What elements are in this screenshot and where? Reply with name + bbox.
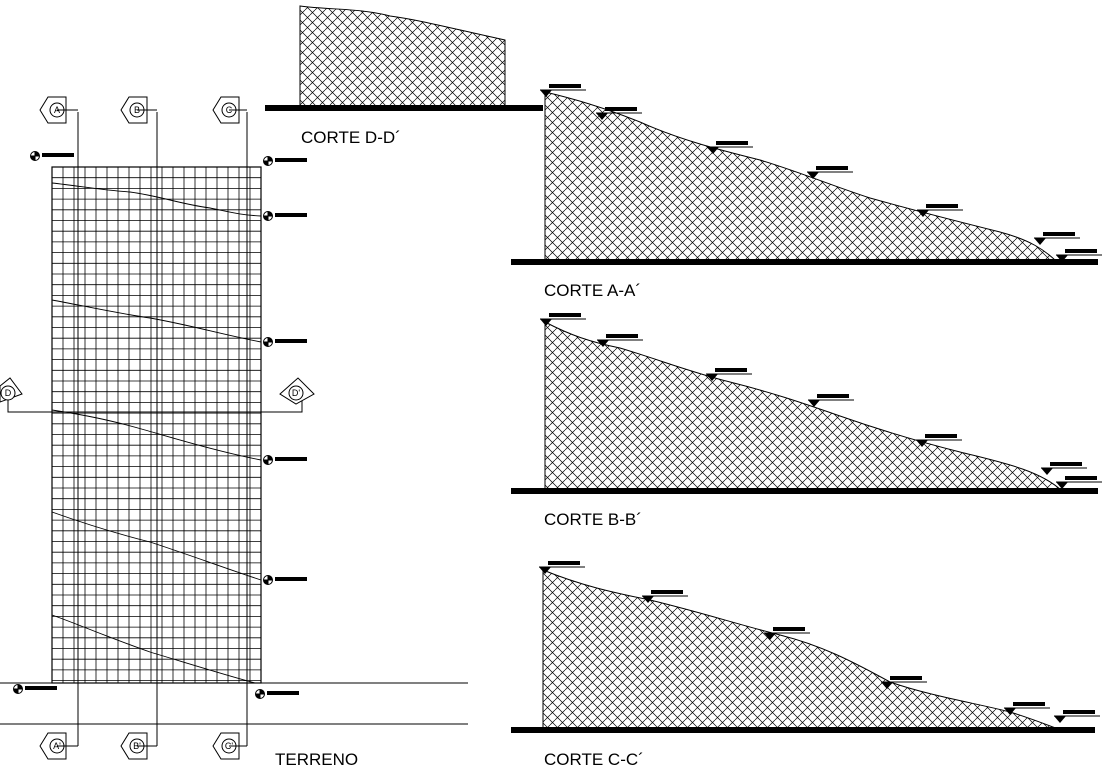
section-b: CORTE B-B´ <box>511 321 1098 529</box>
svg-text:D': D' <box>292 388 300 398</box>
section-b-label: CORTE B-B´ <box>544 510 642 529</box>
contour-line <box>51 182 262 217</box>
svg-text:D: D <box>5 388 12 398</box>
section-marker-d-right: D' <box>279 377 315 405</box>
elevation-triangle-icon <box>1041 462 1087 475</box>
elevation-triangle-icon <box>1004 702 1050 715</box>
level-datum-icon <box>263 575 307 585</box>
elevation-triangle-icon <box>706 368 752 381</box>
section-marker-b-bottom: B' <box>120 732 157 760</box>
level-datum-icon <box>263 337 307 347</box>
section-c: CORTE C-C´ <box>511 569 1095 769</box>
svg-text:C': C' <box>225 741 233 751</box>
contour-line <box>51 614 256 684</box>
svg-text:A: A <box>54 105 60 115</box>
level-datum-icon <box>263 156 307 166</box>
svg-text:B: B <box>134 105 140 115</box>
section-marker-a-bottom: A' <box>39 732 78 760</box>
svg-text:A': A' <box>53 741 61 751</box>
section-c-label: CORTE C-C´ <box>544 750 644 769</box>
contour-line <box>51 409 262 461</box>
elevation-triangle-icon <box>807 166 853 179</box>
level-markers <box>13 151 307 699</box>
elevation-triangle-icon <box>707 141 753 154</box>
plan-label: TERRENO <box>275 750 358 769</box>
section-marker-b-top: B <box>120 96 157 124</box>
plan-grid <box>52 167 261 683</box>
section-d: CORTE D-D´ <box>265 5 543 147</box>
terrain-plan: A B C A' B' <box>0 96 468 769</box>
section-c-ground-line <box>511 727 1095 733</box>
elevation-triangle-icon <box>540 313 586 326</box>
elevation-triangle-icon <box>1056 476 1102 489</box>
elevation-triangle-icon <box>1034 232 1080 245</box>
section-a-fill <box>544 91 1059 263</box>
section-d-ground-line <box>265 105 543 111</box>
elevation-markers <box>539 84 1102 723</box>
level-datum-icon <box>30 151 74 161</box>
section-marker-c-bottom: C' <box>212 732 247 760</box>
svg-text:C: C <box>226 105 233 115</box>
level-datum-icon <box>263 211 307 221</box>
section-d-label: CORTE D-D´ <box>301 128 401 147</box>
section-a: CORTE A-A´ <box>511 91 1098 300</box>
section-a-label: CORTE A-A´ <box>544 281 641 300</box>
section-b-ground-line <box>511 488 1098 494</box>
level-datum-icon <box>255 689 299 699</box>
elevation-triangle-icon <box>916 434 962 447</box>
section-marker-a-top: A <box>39 96 78 124</box>
elevation-triangle-icon <box>597 334 643 347</box>
svg-text:B': B' <box>133 741 141 751</box>
section-c-fill <box>542 569 1059 730</box>
elevation-triangle-icon <box>881 676 927 689</box>
elevation-triangle-icon <box>1054 710 1100 723</box>
section-a-ground-line <box>511 259 1098 265</box>
elevation-triangle-icon <box>539 561 585 574</box>
section-d-fill <box>299 5 506 107</box>
elevation-triangle-icon <box>642 590 688 603</box>
level-datum-icon <box>13 684 57 694</box>
elevation-triangle-icon <box>917 204 963 217</box>
contour-line <box>51 299 262 343</box>
section-marker-d-left: D <box>0 377 23 403</box>
section-marker-c-top: C <box>212 96 247 124</box>
section-b-fill <box>544 321 1064 492</box>
level-datum-icon <box>263 455 307 465</box>
elevation-triangle-icon <box>808 394 854 407</box>
elevation-triangle-icon <box>540 84 586 97</box>
elevation-triangle-icon <box>1056 249 1102 262</box>
section-lines <box>0 112 468 746</box>
elevation-triangle-icon <box>596 107 642 120</box>
elevation-triangle-icon <box>764 627 810 640</box>
